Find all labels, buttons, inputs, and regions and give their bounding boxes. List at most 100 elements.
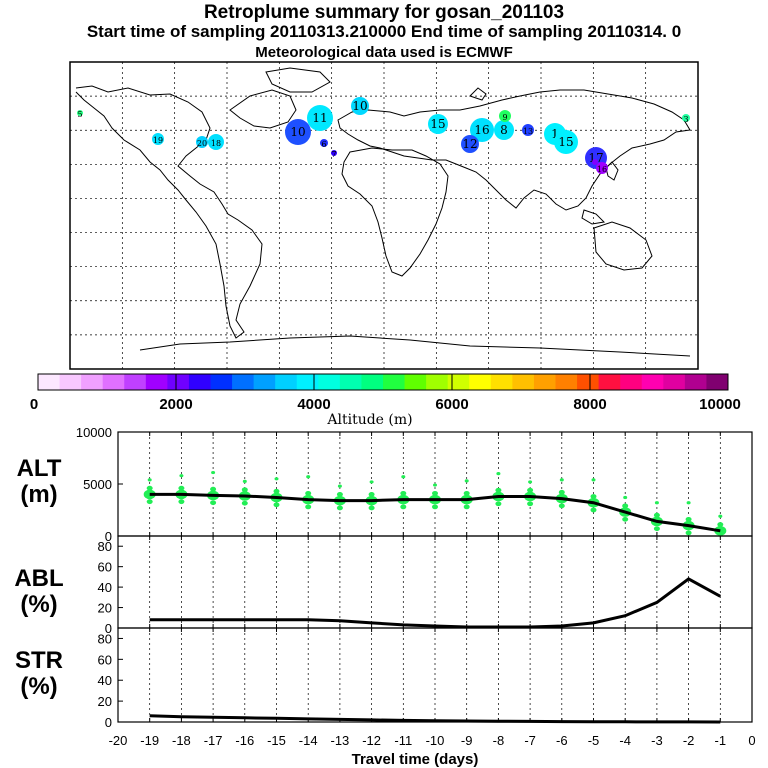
series-line-str [149,714,721,724]
panel-y-tick-label: 0 [105,621,112,636]
plume-day-label: 16 [597,165,607,174]
abl-panel-label: ABL (%) [14,565,64,618]
plume-day-label: 8 [500,123,508,137]
colorbar-cell [81,374,104,390]
alt-scatter-point [717,522,724,527]
panel-y-tick-label: 10000 [76,425,112,440]
plume-marker [596,162,608,174]
plume-marker [77,110,83,116]
plume-day-label: 6 [321,140,326,149]
panel-y-tick-label: 40 [98,673,112,688]
site-marker [592,159,598,165]
plume-day-label: 19 [153,136,163,145]
colorbar-cell [318,374,341,390]
alt-scatter-point [590,494,597,499]
plume-marker [682,114,690,122]
panel-y-tick-label: 0 [105,529,112,544]
colorbar-tick-label: 2000 [159,396,192,413]
alt-scatter-point [686,501,691,505]
plume-day-label: 18 [211,139,221,148]
alt-scatter-point [622,516,629,522]
alt-scatter-point [717,531,724,537]
plume-marker [351,97,369,115]
x-tick-label: -5 [588,733,600,748]
plume-marker [494,120,514,140]
plume-marker [499,110,511,122]
alt-scatter-point [463,504,470,510]
panel-y-tick-label: 80 [98,539,112,554]
panel-y-tick-label: 40 [98,580,112,595]
alt-scatter-point [432,504,438,510]
colorbar-cell [447,374,470,390]
alt-scatter-point [623,495,628,500]
colorbar-cell [426,374,449,390]
plume-day-label: 12 [462,137,477,151]
plume-day-label: 15 [430,117,445,131]
alt-scatter-point [654,501,659,505]
alt-scatter-point [336,505,343,511]
x-tick-label: -6 [556,733,568,748]
colorbar-cell [512,374,535,390]
colorbar-cell [663,374,686,390]
alt-scatter-point [559,478,564,482]
colorbar-cell [706,374,729,390]
alt-scatter-point [368,492,375,497]
alt-scatter-point [622,503,629,509]
colorbar-cell [210,374,233,390]
plume-marker [470,118,494,142]
colorbar-cell [641,374,664,390]
plume-day-label: 9 [502,113,507,122]
alt-scatter-point [273,488,280,494]
plume-day-label: 5 [77,110,82,119]
alt-scatter-point [590,507,597,513]
alt-scatter-point [305,490,312,496]
map-gridlines [70,62,698,369]
colorbar-cell [339,374,362,390]
plume-day-label: 11 [312,111,327,125]
alt-scatter-point [305,504,312,510]
colorbar-cell [490,374,513,390]
x-tick-label: -19 [140,733,159,748]
colorbar-tick-label: 8000 [573,396,606,413]
x-tick-label: -17 [204,733,223,748]
alt-scatter-point [147,478,152,482]
colorbar-cell [469,374,492,390]
x-tick-label: -16 [235,733,254,748]
alt-scatter-point [241,500,248,506]
x-tick-label: -2 [683,733,695,748]
plume-day-label: 7 [331,150,336,159]
x-tick-label: 0 [748,733,755,748]
colorbar-cell [253,374,276,390]
plume-marker [428,114,448,134]
plume-marker [285,119,311,145]
x-axis-label: Travel time (days) [352,751,479,768]
sampling-times: Start time of sampling 20110313.210000 E… [86,22,682,41]
series-line-abl [149,577,722,629]
colorbar-tick-label: 6000 [435,396,468,413]
alt-scatter-point [558,489,565,495]
plume-day-label: 3 [683,115,688,124]
x-tick-label: -11 [394,733,412,748]
x-tick-label: -7 [524,733,536,748]
colorbar-cell [188,374,211,390]
alt-scatter-point [464,479,469,483]
colorbar-cell [145,374,168,390]
colorbar-cell [59,374,82,390]
alt-scatter-point [653,526,660,532]
colorbar-cell [275,374,298,390]
alt-scatter-point [178,499,185,505]
alt-scatter-point [685,516,692,522]
colorbar-cell [167,374,190,390]
alt-scatter-point [178,485,185,491]
alt-scatter-point [211,470,216,475]
colorbar-cell [296,374,319,390]
alt-scatter-point [495,501,502,507]
panel-alt: 10000 5000 0 [76,425,753,544]
x-tick-label: -1 [715,733,727,748]
x-tick-label: -10 [426,733,445,748]
alt-scatter-point [495,487,502,493]
colorbar: 0 2000 4000 6000 8000 10000 Altitude (m) [30,373,741,428]
